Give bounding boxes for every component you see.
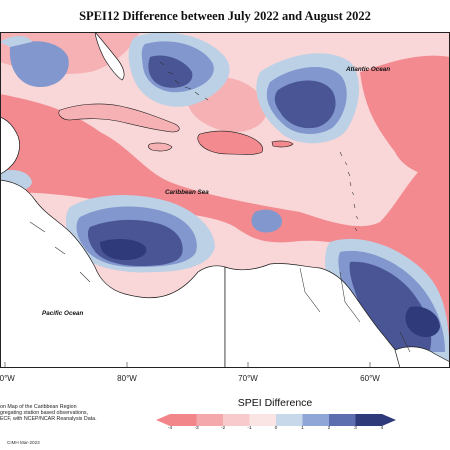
legend-segment (170, 414, 197, 426)
wet-area-guiana-core (405, 306, 440, 338)
wet-area-colombia-core (100, 238, 147, 260)
lesser-antilles-islands (339, 151, 359, 232)
wet-area-northwest (9, 41, 69, 87)
lon-label-80w: 80°W (117, 374, 137, 383)
legend-segment (302, 414, 330, 426)
hispaniola-island (197, 130, 263, 155)
wet-anomaly-areas (0, 32, 450, 368)
legend-tick-label: 0 (274, 426, 278, 431)
pacific-ocean-label: Pacific Ocean (42, 310, 83, 317)
south-america-land (224, 263, 416, 368)
dry-area-gulf (0, 94, 450, 342)
national-borders (29, 221, 411, 353)
credit-line: on Map of the Caribbean Region (0, 404, 77, 410)
land-areas (0, 116, 450, 368)
puerto-rico-island (271, 140, 294, 148)
lon-label-90w: 90°W (0, 374, 15, 383)
legend-tick-label: 2 (327, 426, 331, 431)
bahamas-islands (159, 61, 209, 101)
atlantic-ocean-label: Atlantic Ocean (345, 66, 390, 73)
legend-segment (249, 414, 277, 426)
legend-segment (329, 414, 356, 426)
central-america-land (0, 179, 226, 368)
legend-segment (196, 414, 224, 426)
legend-colorbar (156, 414, 396, 426)
legend-tick-label: 4 (380, 426, 384, 431)
northeast-coast-land (394, 346, 450, 368)
wet-area-atlantic-core (274, 80, 336, 129)
legend-segment (276, 414, 303, 426)
lon-label-60w: 60°W (360, 374, 380, 383)
credit-line: ECF, with NCEP/NCAR Reanalysis Data. (0, 416, 97, 423)
legend-arrow-right (382, 414, 396, 426)
legend-tick-label: -2 (220, 426, 226, 431)
legend-segment (355, 414, 383, 426)
cuba-island (58, 103, 180, 133)
legend-title: SPEI Difference (237, 397, 313, 409)
legend-tick-label: -3 (194, 426, 199, 431)
credit-line: gregating station based observations, (0, 410, 89, 417)
credit-text: on Map of the Caribbean Region gregating… (0, 404, 97, 423)
wet-area-small-central (251, 209, 283, 233)
footer-stamp: CIMH Mar-2023 (7, 440, 40, 445)
wet-area-northwest-outer (0, 36, 32, 47)
florida-peninsula (94, 32, 125, 81)
jamaica-island (147, 142, 173, 152)
legend-segment (223, 414, 250, 426)
islands (29, 32, 411, 353)
legend-tick-label: 1 (301, 426, 304, 431)
legend-tick-label: -4 (167, 426, 173, 431)
dry-area-atlantic-east (360, 55, 450, 182)
caribbean-sea-label: Caribbean Sea (165, 189, 209, 196)
legend-tick-label: 3 (354, 426, 357, 431)
map-title: SPEI12 Difference between July 2022 and … (79, 9, 371, 23)
lon-label-70w: 70°W (238, 374, 258, 383)
yucatan-land (0, 116, 20, 175)
wet-area-bahamas-core (148, 55, 193, 88)
legend-arrow-left (156, 414, 170, 426)
legend-tick-label: -1 (247, 426, 252, 431)
caribbean-map: Atlantic Ocean Caribbean Sea Pacific Oce… (0, 32, 450, 368)
